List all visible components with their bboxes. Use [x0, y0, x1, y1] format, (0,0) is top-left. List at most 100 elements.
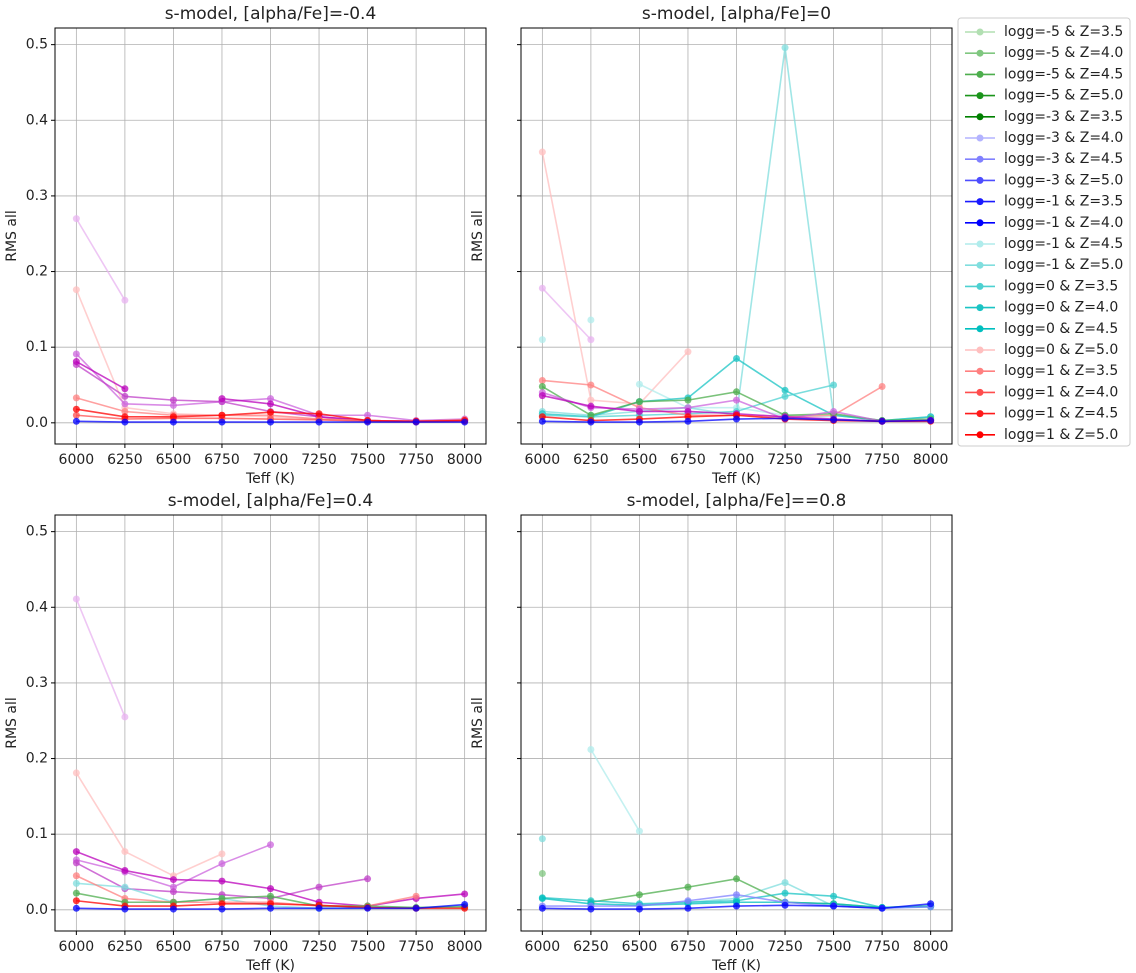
x-tick-label: 7000: [253, 452, 289, 468]
data-point: [315, 883, 323, 891]
data-point: [538, 835, 546, 843]
data-point: [218, 900, 226, 908]
chart-title: s-model, [alpha/Fe]=0: [642, 4, 831, 24]
data-point: [781, 386, 789, 394]
data-point: [121, 400, 129, 408]
data-point: [587, 316, 595, 324]
data-point: [830, 381, 838, 389]
legend-marker: [976, 70, 984, 78]
data-point: [781, 392, 789, 400]
x-tick-label: 6750: [670, 452, 706, 468]
data-point: [267, 885, 274, 893]
data-point: [538, 376, 546, 384]
data-point: [218, 905, 226, 913]
data-point: [169, 418, 177, 426]
x-tick-label: 7500: [816, 452, 852, 468]
legend-marker: [976, 367, 984, 375]
data-point: [121, 407, 129, 415]
legend-marker: [976, 325, 984, 333]
data-point: [538, 894, 546, 902]
data-point: [538, 148, 546, 156]
data-point: [218, 860, 226, 868]
y-tick-label: 0.3: [26, 188, 48, 204]
series-line: [75, 772, 223, 877]
y-tick-label: 0.2: [26, 264, 48, 280]
data-point: [538, 870, 546, 878]
legend-label: logg=-1 & Z=3.5: [1004, 194, 1123, 210]
legend-marker: [976, 134, 984, 142]
legend-label: logg=-3 & Z=4.0: [1004, 130, 1123, 146]
data-point: [121, 905, 129, 913]
y-axis-label: RMS all: [4, 697, 20, 749]
x-tick-label: 6500: [156, 452, 192, 468]
x-tick-label: 6250: [107, 939, 143, 955]
x-tick-label: 8000: [447, 452, 483, 468]
series-line: [75, 598, 126, 718]
data-point: [218, 894, 226, 902]
x-tick-label: 7000: [719, 939, 755, 955]
legend-label: logg=1 & Z=4.5: [1004, 406, 1118, 422]
x-tick-label: 7000: [719, 452, 755, 468]
data-point: [121, 418, 129, 426]
x-tick-label: 7500: [816, 939, 852, 955]
data-point: [733, 902, 740, 910]
data-point: [364, 418, 372, 426]
x-tick-label: 8000: [913, 452, 949, 468]
x-tick-label: 7750: [864, 939, 900, 955]
data-point: [315, 418, 323, 426]
data-point: [733, 355, 740, 363]
data-point: [587, 905, 595, 913]
data-point: [72, 889, 80, 897]
data-point: [635, 407, 643, 415]
legend-marker: [976, 28, 984, 36]
y-tick-label: 0.1: [26, 339, 48, 355]
legend-marker: [976, 176, 984, 184]
x-tick-label: 7500: [350, 452, 386, 468]
data-point: [538, 336, 546, 344]
data-point: [635, 891, 643, 899]
data-point: [927, 417, 935, 425]
x-tick-label: 8000: [447, 939, 483, 955]
data-point: [587, 336, 595, 344]
x-tick-label: 7000: [253, 939, 289, 955]
legend-marker: [976, 346, 984, 354]
data-point: [72, 595, 80, 603]
data-point: [72, 859, 80, 867]
legend-marker: [976, 304, 984, 312]
x-tick-label: 6750: [670, 939, 706, 955]
data-point: [72, 879, 80, 887]
data-point: [635, 418, 643, 426]
x-tick-label: 6250: [107, 452, 143, 468]
data-point: [587, 381, 595, 389]
y-tick-label: 0.1: [26, 826, 48, 842]
data-point: [461, 890, 469, 898]
data-point: [72, 394, 80, 402]
data-point: [267, 892, 274, 900]
data-point: [72, 897, 80, 905]
legend-marker: [976, 219, 984, 227]
y-axis-label: RMS all: [470, 210, 486, 262]
legend-marker: [976, 431, 984, 439]
data-point: [169, 888, 177, 896]
legend-marker: [976, 155, 984, 163]
data-point: [587, 402, 595, 410]
x-tick-label: 7250: [301, 452, 337, 468]
data-point: [121, 392, 129, 400]
data-point: [267, 395, 274, 403]
data-point: [169, 413, 177, 421]
data-point: [538, 383, 546, 391]
data-point: [72, 350, 80, 358]
legend-marker: [976, 92, 984, 100]
legend-marker: [976, 410, 984, 418]
data-point: [72, 405, 80, 413]
legend-label: logg=-5 & Z=5.0: [1004, 88, 1123, 104]
legend-label: logg=0 & Z=5.0: [1004, 342, 1118, 358]
data-point: [267, 841, 274, 849]
data-point: [781, 44, 789, 52]
chart-title: s-model, [alpha/Fe]=0.4: [168, 491, 373, 511]
data-point: [538, 417, 546, 425]
series-line: [541, 151, 689, 405]
x-tick-label: 6000: [59, 452, 95, 468]
data-point: [684, 396, 692, 404]
data-point: [72, 769, 80, 777]
